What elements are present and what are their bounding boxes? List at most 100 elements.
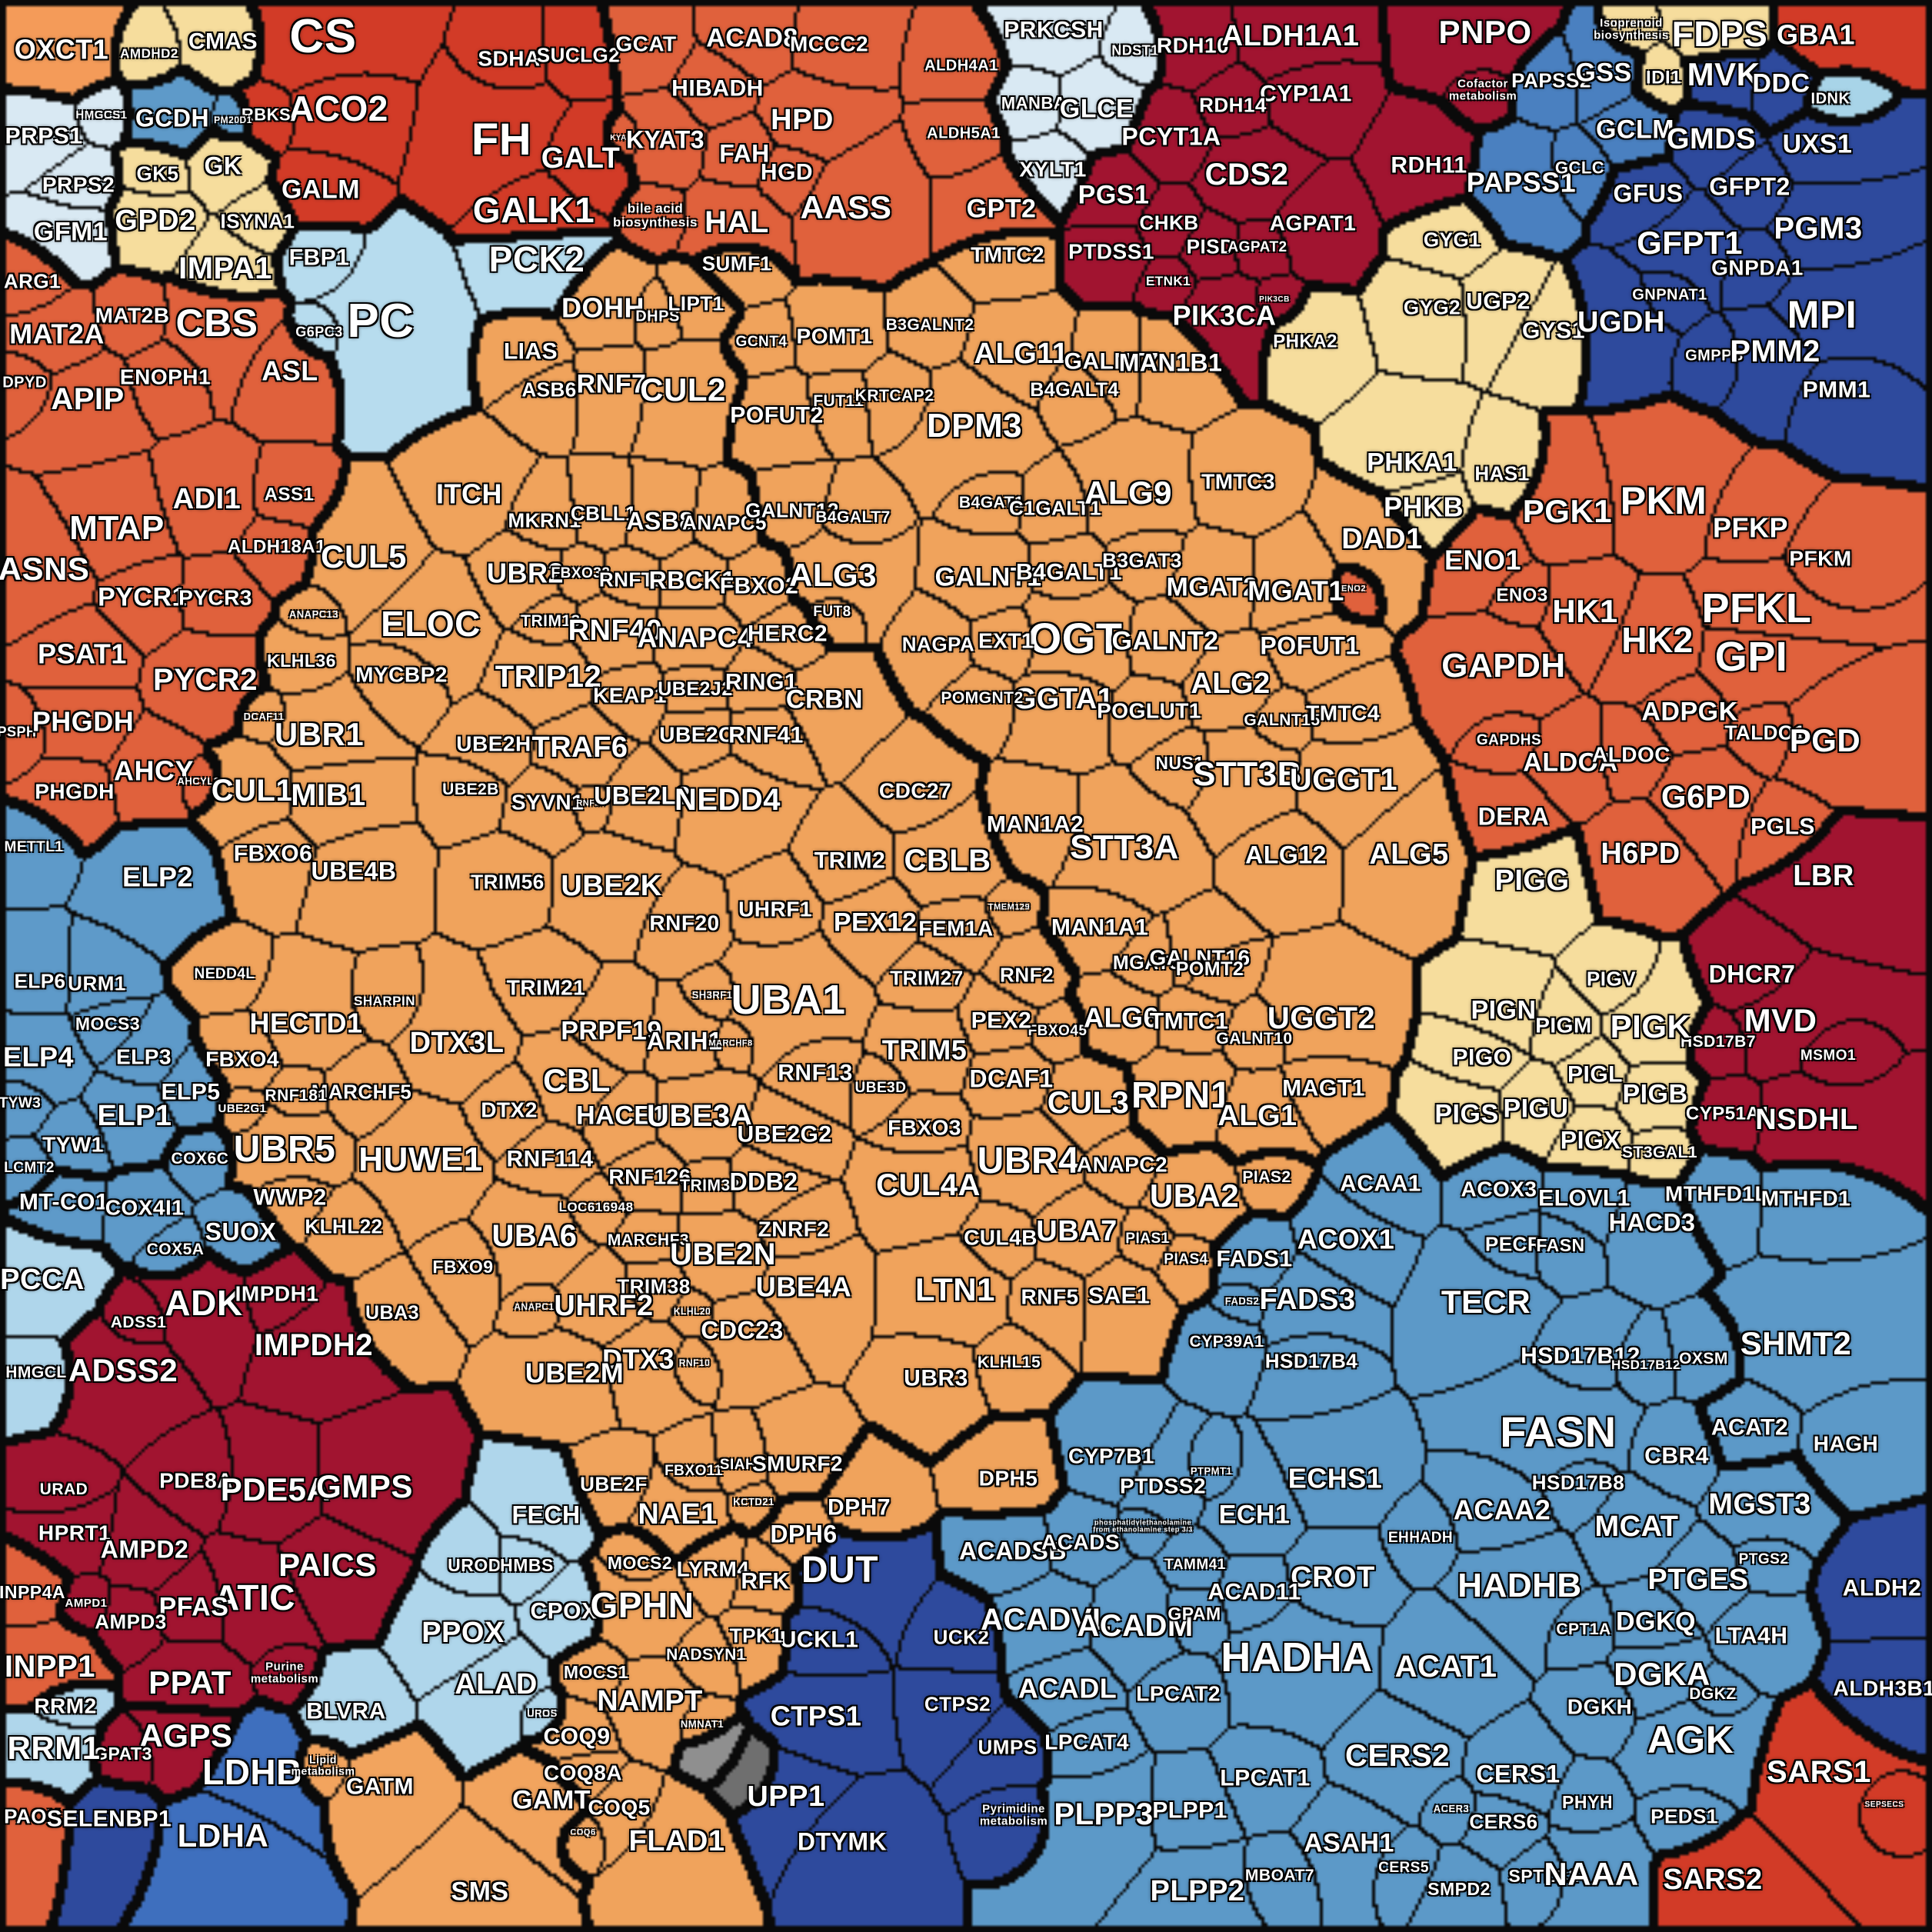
cell-label[interactable]: NAMPT [597, 1685, 703, 1718]
cell-label[interactable]: COX4I1 [105, 1195, 185, 1220]
cell-label[interactable]: MTAP [69, 509, 165, 548]
cell-label[interactable]: CDC23 [701, 1316, 784, 1344]
cell-label[interactable]: MAN1B1 [1118, 348, 1223, 377]
cell-label[interactable]: UBA2 [1149, 1178, 1240, 1214]
cell-label[interactable]: PGLS [1750, 814, 1815, 840]
cell-label[interactable]: RDH14 [1199, 93, 1267, 117]
cell-label[interactable]: ZNRF2 [758, 1217, 830, 1241]
cell-label[interactable]: AGPS [139, 1717, 233, 1754]
cell-label[interactable]: SUCLG2 [536, 43, 621, 67]
cell-label[interactable]: PHKA2 [1273, 331, 1337, 352]
cell-label[interactable]: UGGT2 [1267, 1001, 1376, 1036]
cell-label[interactable]: ASAH1 [1304, 1828, 1394, 1858]
cell-label[interactable]: CERS1 [1476, 1760, 1561, 1788]
cell-label[interactable]: NDST1 [1111, 42, 1159, 58]
cell-label[interactable]: HSD17B4 [1264, 1349, 1358, 1373]
cell-label[interactable]: DAD1 [1341, 523, 1423, 556]
cell-label[interactable]: PSPH [0, 724, 37, 740]
cell-label[interactable]: TMTC1 [1149, 1008, 1229, 1034]
cell-label[interactable]: MIB1 [291, 778, 366, 813]
cell-label[interactable]: PHKA1 [1367, 448, 1457, 478]
cell-label[interactable]: SAE1 [1088, 1283, 1151, 1309]
cell-label[interactable]: RNF5 [1021, 1284, 1079, 1309]
cell-label[interactable]: ACADSB [959, 1537, 1067, 1565]
cell-label[interactable]: MKRN1 [508, 508, 581, 532]
cell-label[interactable]: PTDSS2 [1120, 1474, 1206, 1498]
cell-label[interactable]: RNFT1 [598, 568, 666, 591]
cell-label[interactable]: CUL4A [876, 1168, 981, 1203]
cell-label[interactable]: FH [471, 114, 532, 165]
cell-label[interactable]: PHKB [1383, 491, 1464, 523]
cell-label[interactable]: RPN1 [1131, 1075, 1232, 1117]
cell-label[interactable]: HMGCL [5, 1364, 67, 1382]
cell-label[interactable]: ACADM [1077, 1609, 1194, 1644]
cell-label[interactable]: TYW3 [0, 1095, 42, 1112]
cell-label[interactable]: HADHB [1457, 1567, 1582, 1605]
cell-label[interactable]: ACADL [1018, 1672, 1118, 1704]
cell-label[interactable]: MTHFD1L [1664, 1181, 1769, 1206]
cell-label[interactable]: IMPDH2 [254, 1328, 374, 1363]
cell-label[interactable]: ELP5 [161, 1079, 221, 1105]
cell-label[interactable]: HAGH [1813, 1431, 1879, 1456]
cell-label[interactable]: ALDH5A1 [927, 125, 1001, 142]
cell-label[interactable]: COX5A [146, 1241, 205, 1259]
cell-label[interactable]: NADSYN1 [666, 1646, 746, 1664]
cell-label[interactable]: PM20D1 [214, 114, 252, 125]
cell-label[interactable]: UXS1 [1782, 129, 1853, 159]
cell-label[interactable]: ALDH4A1 [924, 57, 998, 75]
cell-label[interactable]: ALG5 [1369, 838, 1449, 871]
cell-label[interactable]: CBL [543, 1062, 611, 1099]
cell-label[interactable]: PIGO [1452, 1044, 1512, 1071]
cell-label[interactable]: MOCS1 [563, 1662, 629, 1683]
cell-label[interactable]: ASS1 [264, 484, 315, 505]
cell-label[interactable]: B4GALT1 [1016, 559, 1122, 585]
cell-label[interactable]: DHPS [635, 308, 680, 325]
cell-label[interactable]: PAOX [4, 1804, 61, 1828]
cell-label[interactable]: ALG6 [1083, 1001, 1160, 1034]
cell-label[interactable]: UBE2K [561, 870, 662, 903]
cell-label[interactable]: LPCAT4 [1044, 1730, 1129, 1754]
cell-label[interactable]: GALT [541, 142, 621, 175]
cell-label[interactable]: LCMT2 [4, 1160, 55, 1177]
cell-label[interactable]: POMT2 [1175, 958, 1244, 980]
cell-label[interactable]: B4GAT1 [958, 494, 1024, 512]
cell-label[interactable]: B3GAT3 [1102, 548, 1182, 572]
cell-label[interactable]: HACE1 [576, 1101, 667, 1131]
cell-label[interactable]: POMT1 [796, 324, 873, 348]
cell-label[interactable]: ACAT2 [1710, 1414, 1789, 1441]
cell-label[interactable]: FADS1 [1216, 1246, 1293, 1272]
cell-label[interactable]: HK2 [1621, 620, 1694, 661]
cell-label[interactable]: GK5 [136, 162, 179, 185]
cell-label[interactable]: RNF34 [576, 798, 605, 808]
cell-label[interactable]: AHCYL2 [177, 775, 220, 788]
cell-label[interactable]: ALG3 [788, 557, 878, 594]
cell-label[interactable]: ADK [165, 1283, 243, 1324]
cell-label[interactable]: ST3GAL1 [1621, 1144, 1698, 1162]
cell-label[interactable]: RNF7 [576, 369, 647, 399]
cell-label[interactable]: OXCT1 [14, 33, 109, 65]
cell-label[interactable]: EHHADH [1387, 1530, 1454, 1547]
cell-label[interactable]: TMTC2 [971, 242, 1044, 267]
cell-label[interactable]: G6PC3 [295, 324, 343, 340]
cell-label[interactable]: MAN1A2 [986, 811, 1084, 838]
cell-label[interactable]: ACADS [1041, 1530, 1121, 1554]
cell-label[interactable]: FUT11 [813, 392, 864, 411]
cell-label[interactable]: PC [347, 294, 415, 348]
cell-label[interactable]: PIGM [1535, 1013, 1592, 1038]
cell-label[interactable]: TRIP12 [495, 660, 602, 695]
cell-label[interactable]: DGKA [1614, 1656, 1710, 1693]
cell-label[interactable]: ECHS1 [1287, 1462, 1383, 1494]
cell-label[interactable]: AMPD3 [95, 1610, 167, 1634]
cell-label[interactable]: UBE2G2 [737, 1121, 832, 1148]
cell-label[interactable]: DGKQ [1615, 1607, 1696, 1637]
cell-label[interactable]: COQ8A [543, 1760, 623, 1785]
cell-label[interactable]: ELOVL1 [1538, 1185, 1631, 1211]
cell-label[interactable]: PFKP [1712, 511, 1789, 544]
cell-label[interactable]: PMM2 [1730, 335, 1820, 369]
cell-label[interactable]: PHYH [1562, 1792, 1613, 1813]
cell-label[interactable]: POMGNT2 [941, 689, 1024, 708]
cell-label[interactable]: SMPD2 [1427, 1879, 1491, 1900]
cell-label[interactable]: KLHL22 [305, 1214, 383, 1238]
cell-label[interactable]: ELP2 [122, 861, 194, 893]
cell-label[interactable]: UBR4 [977, 1141, 1080, 1182]
